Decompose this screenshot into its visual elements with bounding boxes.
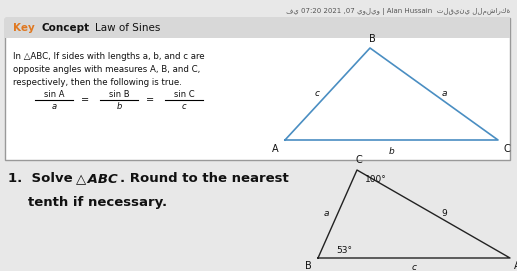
Text: B: B: [305, 261, 312, 271]
Bar: [5, 18, 510, 38]
Text: 9: 9: [442, 209, 447, 218]
Text: b: b: [389, 147, 394, 156]
Text: 53°: 53°: [336, 246, 352, 255]
Text: =: =: [146, 95, 154, 105]
Text: sin C: sin C: [174, 90, 194, 99]
Text: Concept: Concept: [42, 23, 90, 33]
Text: sin A: sin A: [44, 90, 64, 99]
Text: C: C: [356, 155, 362, 165]
Bar: [5, 18, 510, 160]
Text: 100°: 100°: [365, 175, 387, 184]
Text: Key: Key: [13, 23, 35, 33]
Text: △ ABC: △ ABC: [76, 172, 118, 185]
Text: 1.  Solve: 1. Solve: [8, 172, 77, 185]
Text: =: =: [81, 95, 89, 105]
Text: sin B: sin B: [109, 90, 129, 99]
Text: c: c: [412, 263, 417, 271]
Text: opposite angles with measures A, B, and C,: opposite angles with measures A, B, and …: [13, 65, 200, 74]
Text: Law of Sines: Law of Sines: [95, 23, 160, 33]
Text: في 07:20 2021 ,07 يوليو | Alan Hussain  تلقيني للمشاركة: في 07:20 2021 ,07 يوليو | Alan Hussain ت…: [286, 8, 510, 15]
Text: b: b: [116, 102, 121, 111]
Text: respectively, then the following is true.: respectively, then the following is true…: [13, 78, 182, 87]
Text: tenth if necessary.: tenth if necessary.: [28, 196, 167, 209]
Text: a: a: [324, 209, 329, 218]
Text: C: C: [503, 144, 510, 154]
Text: a: a: [442, 89, 448, 98]
Text: B: B: [369, 34, 375, 44]
Text: c: c: [181, 102, 186, 111]
Text: A: A: [514, 261, 517, 271]
Text: a: a: [51, 102, 56, 111]
Text: c: c: [314, 89, 320, 98]
Text: In △ABC, If sides with lengths a, b, and c are: In △ABC, If sides with lengths a, b, and…: [13, 52, 205, 61]
Text: A: A: [272, 144, 279, 154]
Text: . Round to the nearest: . Round to the nearest: [120, 172, 289, 185]
